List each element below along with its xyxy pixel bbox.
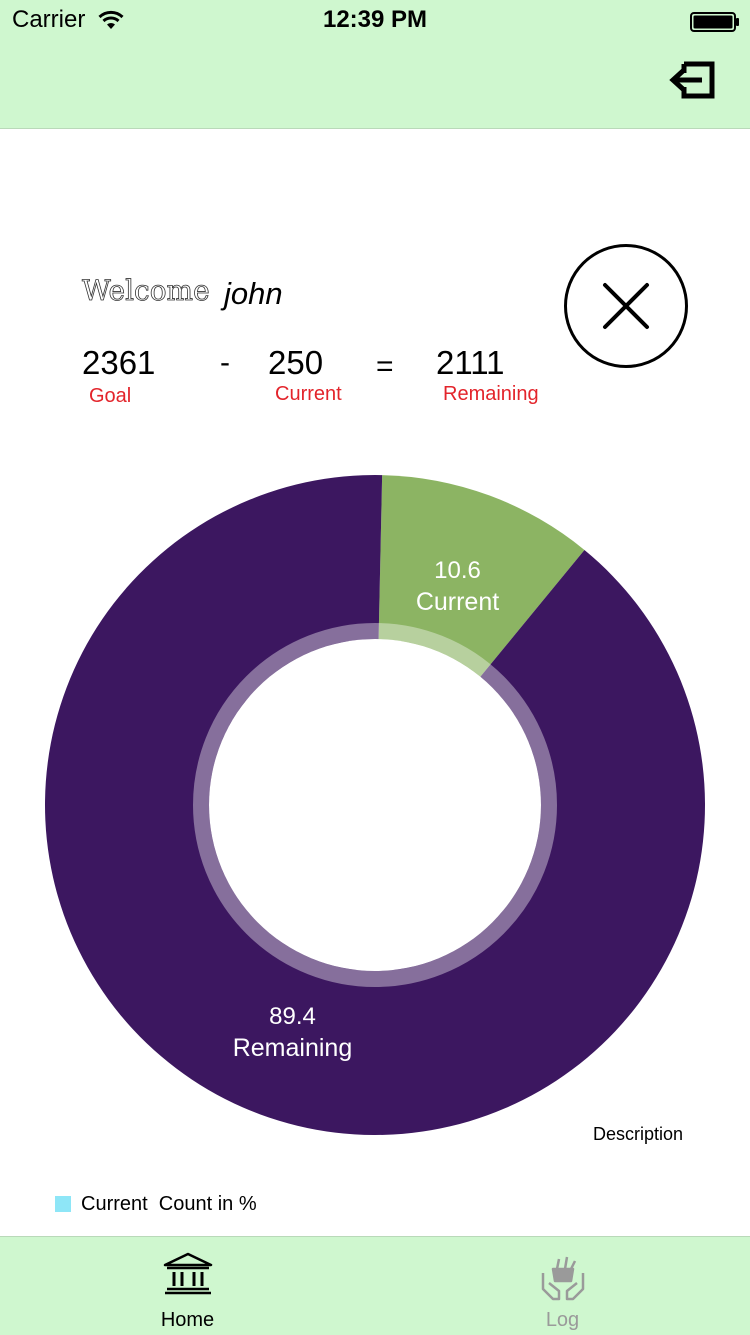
hands-basket-icon [541,1256,584,1301]
current-value: 250 [268,344,324,381]
user-name: john [224,276,283,311]
tab-home-label: Home [160,1309,215,1331]
donut-inner-ring [193,623,557,987]
remaining-label: Remaining [443,383,539,405]
carrier-label: Carrier [12,6,86,33]
tab-bar: Home Log [0,1236,750,1335]
bank-icon [163,1252,212,1295]
slice-value-label: 10.6 [434,557,481,584]
slice-category-label: Remaining [233,1034,353,1062]
wifi-icon [98,10,124,29]
donut-hole [209,639,541,971]
donut-chart: 10.6 Current 89.4 Remaining [44,475,706,1135]
logout-icon[interactable] [668,60,716,100]
slice-value-label: 89.4 [269,1003,316,1030]
battery-icon [690,12,739,32]
legend-label: Current Count in % [81,1192,257,1215]
legend-swatch [55,1196,71,1212]
minus-sign: - [220,346,230,379]
goal-label: Goal [89,385,132,407]
chart-description: Description [593,1124,684,1144]
tab-home[interactable]: Home [0,1237,375,1335]
remaining-value: 2111 [436,344,505,381]
equals-sign: = [376,350,394,383]
tab-log[interactable]: Log [375,1237,750,1335]
status-time: 12:39 PM [322,6,428,33]
current-label: Current [275,383,342,405]
top-bar: Carrier 12:39 PM [0,0,750,129]
tab-log-label: Log [545,1309,580,1331]
slice-category-label: Current [416,588,499,616]
welcome-label: Welcome [82,274,210,308]
close-icon [603,283,649,329]
chart-legend: Current Count in % [55,1192,257,1216]
close-button[interactable] [564,244,688,368]
goal-value: 2361 [82,344,156,381]
